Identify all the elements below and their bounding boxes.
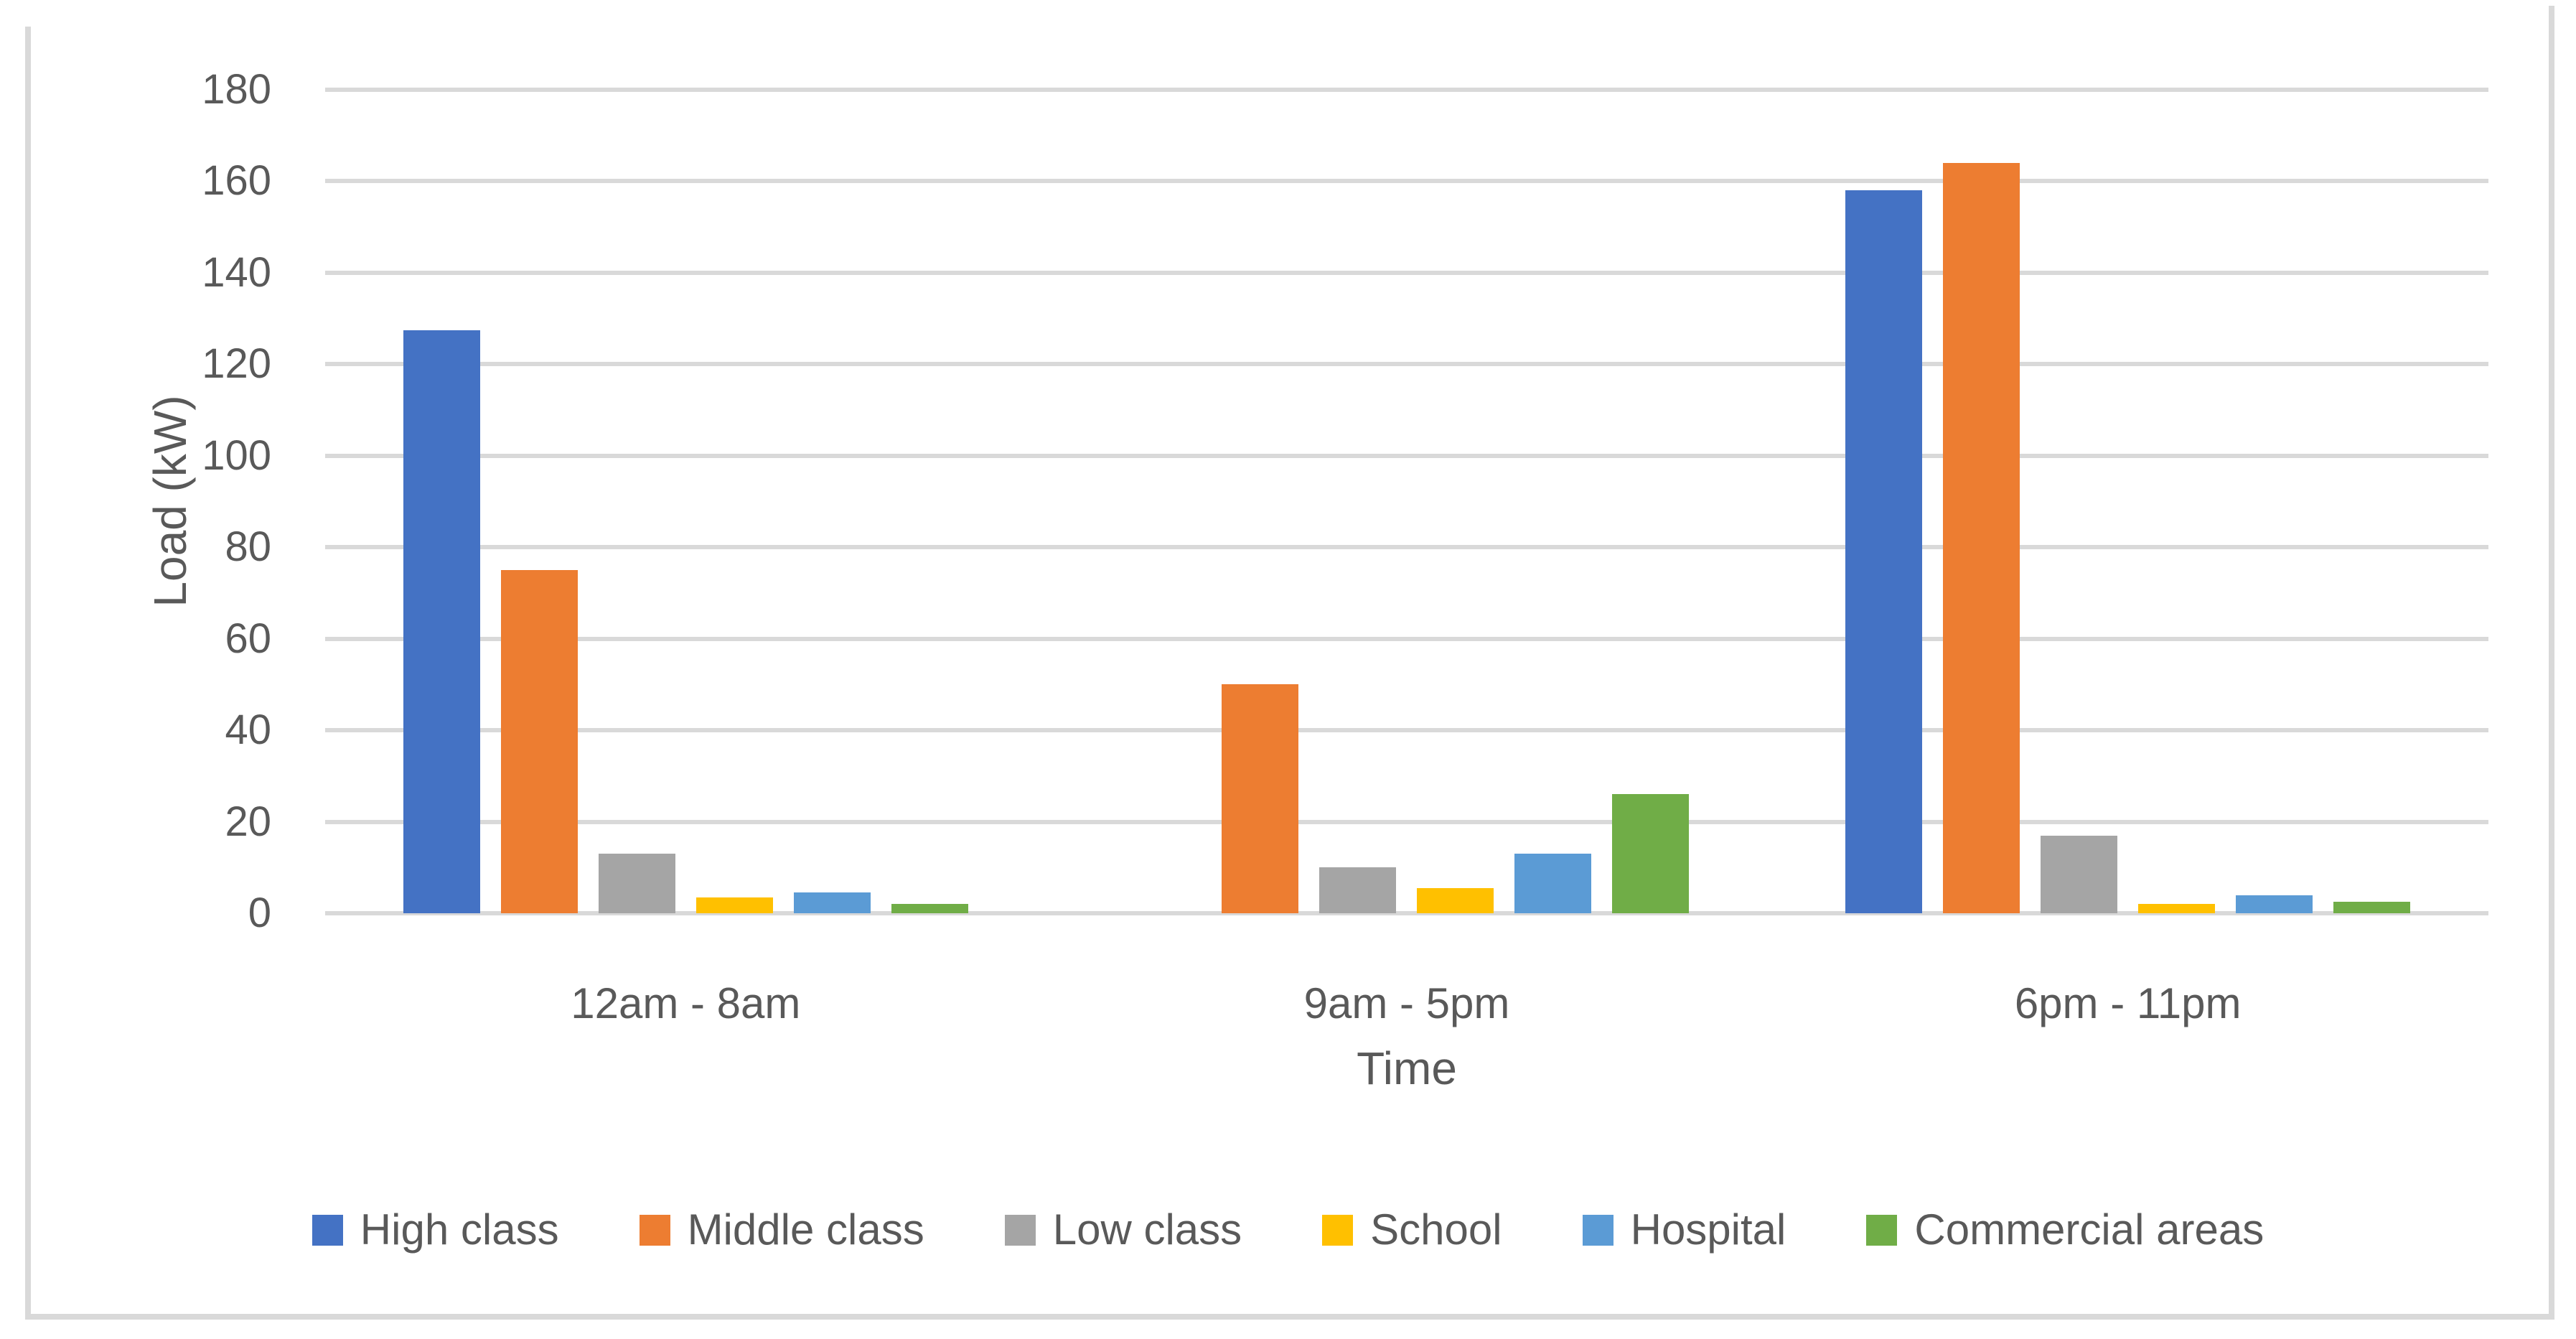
bar-hospital-6pm-11pm [2236, 895, 2313, 913]
legend-item-high-class: High class [312, 1208, 559, 1251]
legend-swatch-low-class [1004, 1214, 1036, 1246]
gridline-20 [325, 819, 2488, 824]
gridline-120 [325, 362, 2488, 367]
bar-commercial-areas-6pm-11pm [2333, 902, 2411, 913]
y-tick-label-0: 0 [248, 890, 271, 936]
gridline-180 [325, 88, 2488, 92]
x-category-label-6pm-11pm: 6pm - 11pm [2014, 979, 2242, 1027]
y-tick-label-160: 160 [202, 157, 271, 205]
y-tick-label-60: 60 [225, 615, 271, 662]
x-category-label-12am-8am: 12am - 8am [571, 979, 801, 1027]
bar-school-6pm-11pm [2138, 904, 2216, 913]
bar-group-12am-8am [325, 90, 1046, 913]
bar-low-class-6pm-11pm [2041, 836, 2118, 913]
legend-label-commercial-areas: Commercial areas [1914, 1205, 2264, 1254]
y-tick-label-20: 20 [225, 798, 271, 845]
y-tick-label-40: 40 [225, 706, 271, 754]
legend-item-school: School [1322, 1208, 1502, 1251]
bar-low-class-9am-5pm [1319, 867, 1397, 913]
chart-frame-bottom [25, 1314, 2554, 1320]
legend-item-middle-class: Middle class [639, 1205, 924, 1254]
bar-middle-class-9am-5pm [1222, 684, 1299, 913]
bar-high-class-12am-8am [403, 330, 480, 913]
y-axis-title: Load (kW) [144, 395, 196, 607]
legend-swatch-middle-class [639, 1214, 670, 1246]
legend-swatch-high-class [312, 1214, 343, 1246]
bar-middle-class-6pm-11pm [1943, 163, 2020, 913]
legend-item-commercial-areas: Commercial areas [1866, 1208, 2264, 1251]
bar-low-class-12am-8am [598, 854, 675, 913]
bar-group-6pm-11pm [1767, 90, 2488, 913]
bar-school-9am-5pm [1417, 888, 1494, 913]
bar-high-class-6pm-11pm [1845, 190, 1923, 913]
y-tick-label-100: 100 [202, 431, 271, 479]
x-category-label-9am-5pm: 9am - 5pm [1303, 979, 1510, 1027]
y-tick-label-180: 180 [202, 66, 271, 113]
legend-swatch-commercial-areas [1866, 1214, 1898, 1246]
legend: High class Middle class Low class School Hos… [0, 1208, 2576, 1251]
legend-label-hospital: Hospital [1630, 1205, 1786, 1254]
legend-label-school: School [1370, 1205, 1502, 1254]
legend-item-low-class: Low class [1004, 1205, 1242, 1254]
legend-label-middle-class: Middle class [687, 1205, 924, 1254]
bar-hospital-12am-8am [793, 892, 871, 913]
chart-frame-right [2549, 6, 2554, 1319]
bar-group-9am-5pm [1046, 90, 1768, 913]
y-tick-label-80: 80 [225, 523, 271, 571]
gridline-160 [325, 179, 2488, 184]
gridline-100 [325, 453, 2488, 458]
bar-commercial-areas-9am-5pm [1612, 794, 1690, 913]
y-tick-label-120: 120 [202, 340, 271, 388]
bar-hospital-9am-5pm [1514, 854, 1592, 913]
bar-school-12am-8am [695, 897, 773, 913]
gridline-40 [325, 728, 2488, 733]
legend-swatch-school [1322, 1214, 1354, 1246]
legend-label-low-class: Low class [1052, 1205, 1242, 1254]
gridline-140 [325, 270, 2488, 275]
gridline-0 [325, 911, 2488, 915]
gridline-80 [325, 545, 2488, 550]
bar-middle-class-12am-8am [500, 570, 578, 913]
bar-commercial-areas-12am-8am [891, 904, 968, 913]
legend-item-hospital: Hospital [1582, 1205, 1786, 1254]
legend-swatch-hospital [1582, 1214, 1613, 1246]
y-tick-label-140: 140 [202, 248, 271, 296]
legend-label-high-class: High class [360, 1205, 559, 1254]
chart-frame-left [25, 27, 31, 1319]
x-axis-title: Time [1357, 1042, 1457, 1094]
gridline-60 [325, 636, 2488, 641]
